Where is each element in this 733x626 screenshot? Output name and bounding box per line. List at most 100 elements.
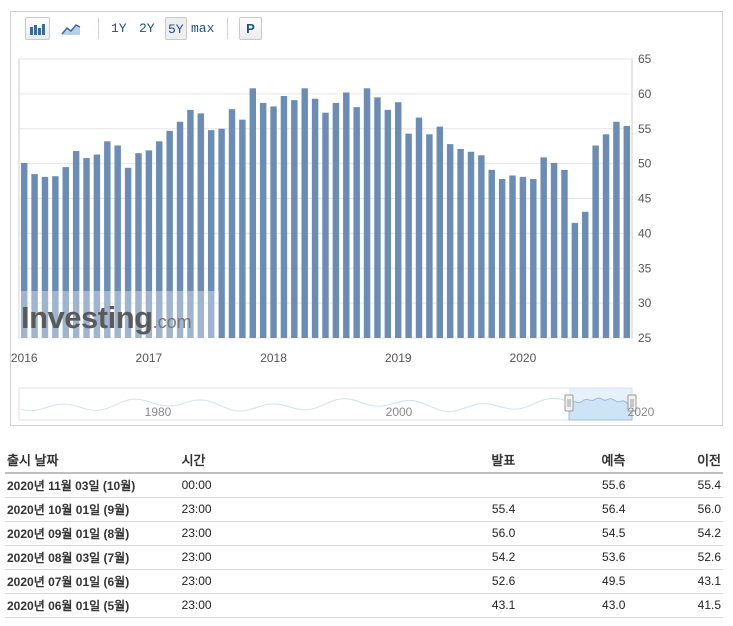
release-time-cell: 23:00: [179, 593, 305, 618]
previous-value-cell: 56.0: [627, 497, 723, 522]
table-row: 2020년 06월 01일 (5월) 23:00 43.1 43.0 41.5: [5, 593, 723, 618]
table-row: 2020년 10월 01일 (9월) 23:00 55.4 56.4 56.0: [5, 497, 723, 522]
data-bar: [301, 88, 308, 338]
data-bar: [498, 178, 506, 338]
data-bar: [135, 153, 142, 338]
data-bar: [114, 145, 121, 338]
y-tick-label: 25: [638, 331, 652, 345]
data-bar: [145, 150, 153, 338]
navigator-area: [18, 387, 633, 421]
table-header-row: 출시 날짜 시간 발표 예측 이전: [5, 446, 723, 474]
data-bar: [550, 162, 558, 338]
data-bar: [623, 125, 631, 339]
header-forecast[interactable]: 예측: [517, 446, 628, 474]
data-bar: [83, 158, 90, 338]
actual-value-cell: [304, 473, 518, 498]
y-tick-label: 40: [638, 226, 652, 240]
data-bar: [270, 106, 277, 339]
previous-value-cell: 52.6: [627, 545, 723, 570]
data-bar: [322, 112, 329, 339]
data-bar: [104, 141, 111, 338]
y-tick-label: 30: [638, 296, 652, 310]
release-date-cell: 2020년 09월 01일 (8월): [5, 521, 180, 546]
y-tick-label: 55: [638, 122, 652, 136]
header-time[interactable]: 시간: [179, 446, 305, 474]
range-max-button[interactable]: max: [191, 21, 215, 36]
data-bar: [478, 155, 485, 338]
actual-value-cell: 55.4: [304, 497, 518, 522]
table-row: 2020년 08월 03일 (7월) 23:00 54.2 53.6 52.6: [5, 545, 723, 570]
actual-value-cell: 43.1: [304, 593, 518, 618]
toolbar-separator: [227, 18, 228, 39]
release-time-cell: 23:00: [179, 521, 305, 546]
header-release-date[interactable]: 출시 날짜: [5, 446, 180, 474]
line-chart-button[interactable]: [61, 22, 81, 41]
forecast-value-cell: 53.6: [517, 545, 628, 570]
x-tick-label: 2018: [260, 351, 287, 365]
actual-value-cell: 54.2: [304, 545, 518, 570]
data-bar: [249, 88, 256, 338]
range-5y-button[interactable]: 5Y: [165, 17, 187, 40]
navigator-year-label: 2020: [628, 405, 655, 419]
bar-chart-button[interactable]: [25, 17, 50, 40]
data-bar: [592, 145, 599, 338]
data-bar: [239, 119, 246, 339]
forecast-value-cell: 55.6: [517, 473, 628, 498]
data-bar: [613, 121, 620, 338]
range-2y-button[interactable]: 2Y: [139, 21, 155, 36]
release-time-cell: 23:00: [179, 497, 305, 522]
previous-value-cell: 43.1: [627, 569, 723, 594]
navigator-handle[interactable]: [564, 394, 574, 412]
release-date-cell: 2020년 10월 01일 (9월): [5, 497, 180, 522]
data-bar: [332, 102, 340, 338]
data-bar: [311, 98, 319, 338]
data-bar: [488, 169, 495, 338]
y-tick-label: 65: [638, 52, 652, 66]
data-bar: [571, 222, 579, 338]
release-date-cell: 2020년 06월 01일 (5월): [5, 593, 180, 618]
previous-value-cell: 55.4: [627, 473, 723, 498]
data-bar: [467, 151, 475, 338]
data-bar: [384, 109, 392, 338]
forecast-value-cell: 54.5: [517, 521, 628, 546]
forecast-value-cell: 43.0: [517, 593, 628, 618]
y-tick-label: 60: [638, 87, 652, 101]
x-tick-label: 2017: [136, 351, 163, 365]
y-tick-label: 50: [638, 157, 652, 171]
data-bar: [530, 178, 537, 338]
release-time-cell: 23:00: [179, 545, 305, 570]
data-bar: [353, 107, 360, 338]
data-bar: [124, 167, 132, 338]
navigator-year-label: 1980: [145, 405, 172, 419]
navigator-selection-series: [568, 397, 633, 421]
data-bar: [156, 141, 163, 338]
y-tick-label: 35: [638, 261, 652, 275]
data-bar: [343, 92, 350, 338]
x-tick-label: 2020: [510, 351, 537, 365]
data-bar: [166, 130, 173, 338]
release-time-cell: 00:00: [179, 473, 305, 498]
data-bar: [602, 134, 610, 338]
data-bar: [31, 174, 38, 338]
chart-toolbar: 1Y 2Y 5Y max P: [11, 12, 722, 46]
navigator-handle[interactable]: [627, 394, 637, 412]
x-tick-label: 2016: [11, 351, 38, 365]
data-bar: [395, 102, 402, 338]
data-bar: [187, 109, 194, 338]
actual-value-cell: 52.6: [304, 569, 518, 594]
header-actual[interactable]: 발표: [304, 446, 518, 474]
data-bar: [52, 176, 59, 338]
table-row: 2020년 11월 03일 (10월) 00:00 55.6 55.4: [5, 473, 723, 498]
data-bar: [20, 162, 28, 338]
data-bar: [280, 95, 288, 338]
data-bar: [176, 121, 184, 338]
x-tick-label: 2019: [385, 351, 412, 365]
header-previous[interactable]: 이전: [627, 446, 723, 474]
data-bar: [72, 151, 80, 338]
table-row: 2020년 09월 01일 (8월) 23:00 56.0 54.5 54.2: [5, 521, 723, 546]
range-1y-button[interactable]: 1Y: [111, 21, 127, 36]
data-bar: [457, 148, 464, 338]
chart-container: 1Y 2Y 5Y max P 25 30 35 40 45 50 55 60 65 2016 201…: [10, 11, 723, 426]
print-button[interactable]: P: [239, 17, 262, 40]
release-date-cell: 2020년 11월 03일 (10월): [5, 473, 180, 498]
